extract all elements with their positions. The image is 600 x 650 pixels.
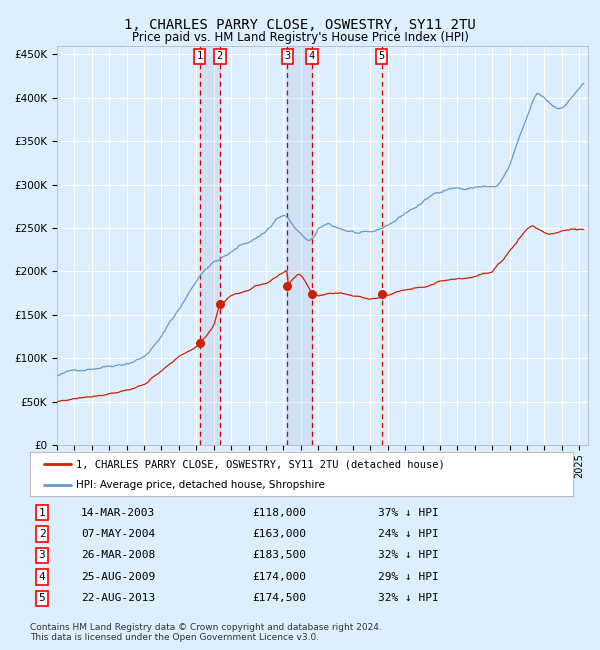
- Text: 24% ↓ HPI: 24% ↓ HPI: [378, 529, 439, 539]
- Text: 32% ↓ HPI: 32% ↓ HPI: [378, 551, 439, 560]
- Text: 32% ↓ HPI: 32% ↓ HPI: [378, 593, 439, 603]
- Text: 4: 4: [309, 51, 315, 62]
- Text: Price paid vs. HM Land Registry's House Price Index (HPI): Price paid vs. HM Land Registry's House …: [131, 31, 469, 44]
- Text: HPI: Average price, detached house, Shropshire: HPI: Average price, detached house, Shro…: [76, 480, 325, 490]
- Text: 26-MAR-2008: 26-MAR-2008: [81, 551, 155, 560]
- Text: 29% ↓ HPI: 29% ↓ HPI: [378, 572, 439, 582]
- Text: 5: 5: [38, 593, 46, 603]
- Text: £183,500: £183,500: [252, 551, 306, 560]
- Text: £174,000: £174,000: [252, 572, 306, 582]
- Text: 14-MAR-2003: 14-MAR-2003: [81, 508, 155, 517]
- Bar: [200, 46, 220, 445]
- Text: 1, CHARLES PARRY CLOSE, OSWESTRY, SY11 2TU: 1, CHARLES PARRY CLOSE, OSWESTRY, SY11 2…: [124, 18, 476, 32]
- Text: 2: 2: [38, 529, 46, 539]
- Bar: [287, 46, 312, 445]
- Text: 07-MAY-2004: 07-MAY-2004: [81, 529, 155, 539]
- Text: 25-AUG-2009: 25-AUG-2009: [81, 572, 155, 582]
- Text: Contains HM Land Registry data © Crown copyright and database right 2024.
This d: Contains HM Land Registry data © Crown c…: [30, 623, 382, 642]
- Text: £163,000: £163,000: [252, 529, 306, 539]
- Text: 1: 1: [38, 508, 46, 517]
- Text: 22-AUG-2013: 22-AUG-2013: [81, 593, 155, 603]
- Text: 3: 3: [38, 551, 46, 560]
- Text: £118,000: £118,000: [252, 508, 306, 517]
- Text: 1, CHARLES PARRY CLOSE, OSWESTRY, SY11 2TU (detached house): 1, CHARLES PARRY CLOSE, OSWESTRY, SY11 2…: [76, 459, 445, 469]
- Text: 37% ↓ HPI: 37% ↓ HPI: [378, 508, 439, 517]
- Text: 1: 1: [197, 51, 203, 62]
- Text: 5: 5: [379, 51, 385, 62]
- Text: 2: 2: [217, 51, 223, 62]
- Text: 3: 3: [284, 51, 290, 62]
- Text: 4: 4: [38, 572, 46, 582]
- Text: £174,500: £174,500: [252, 593, 306, 603]
